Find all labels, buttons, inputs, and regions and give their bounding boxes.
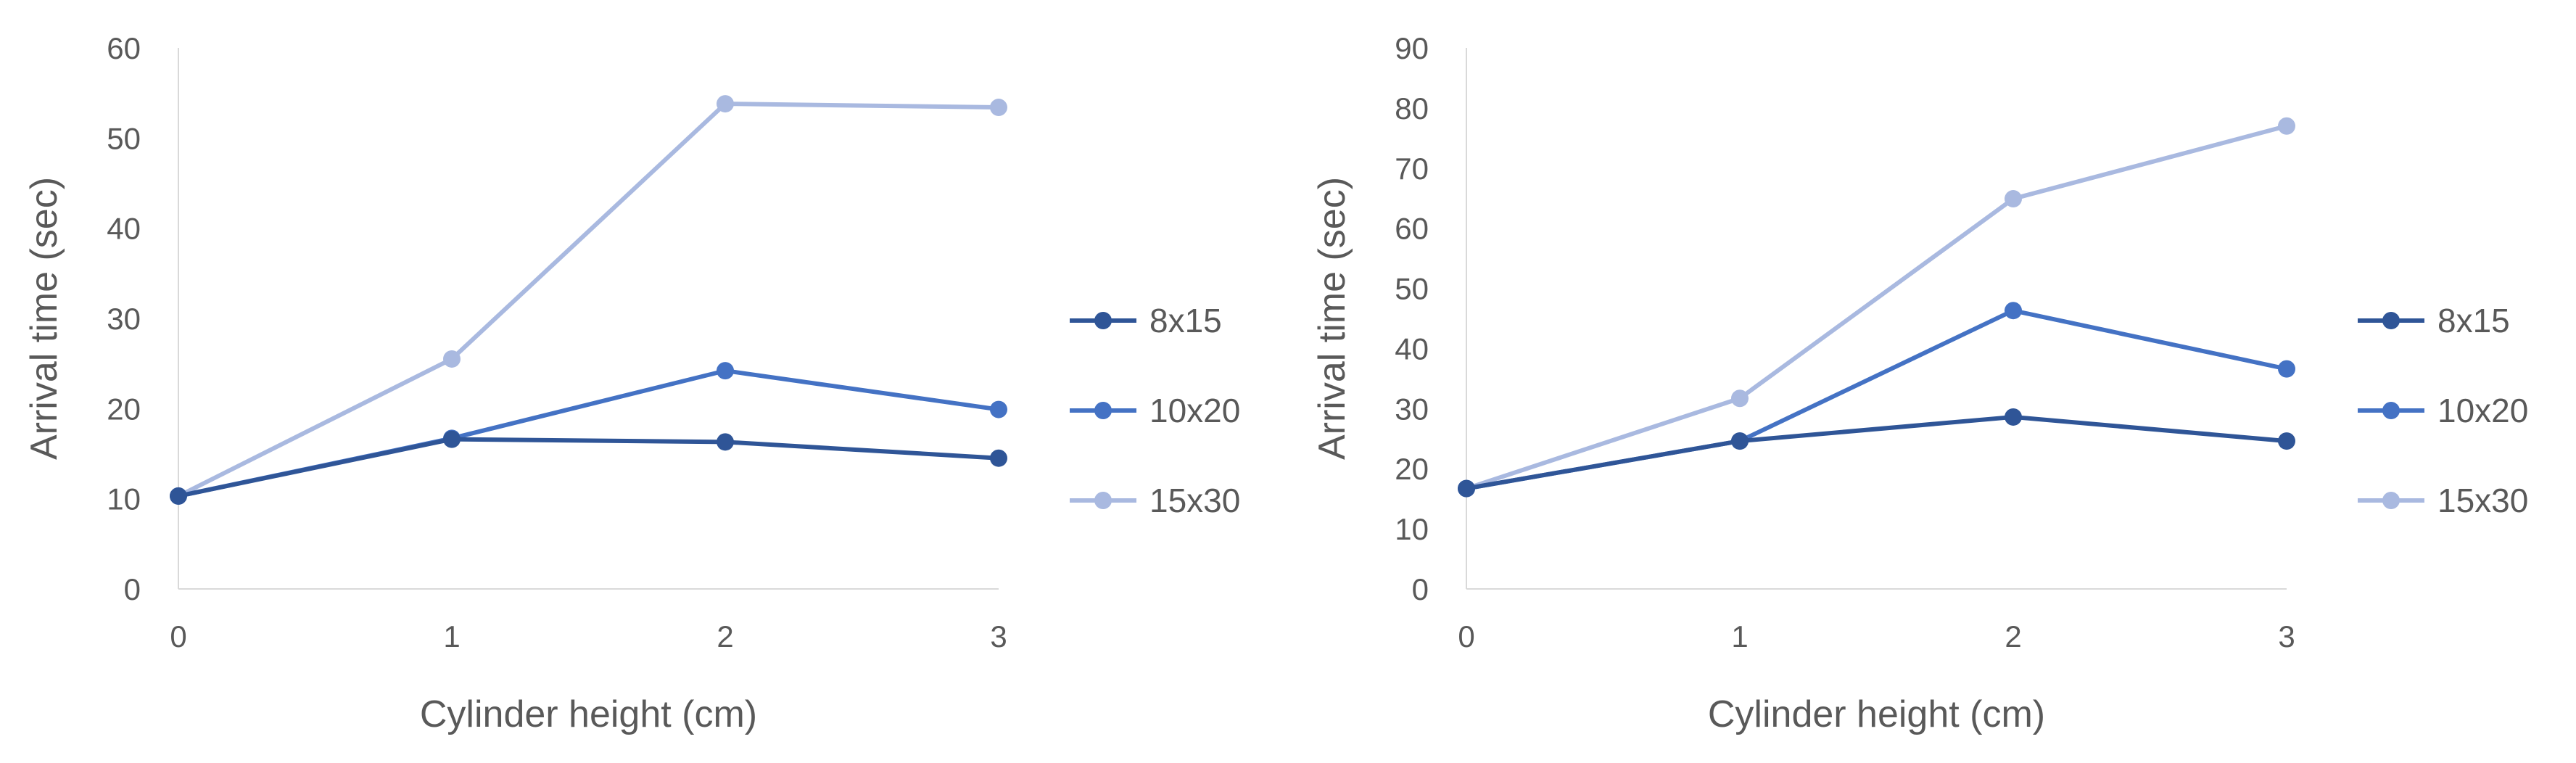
legend-label: 8x15 [1149,302,1222,339]
legend-swatch-marker [2382,492,2400,509]
y-tick-label: 20 [1395,452,1429,486]
y-tick-label: 40 [107,212,141,246]
y-tick-label: 0 [1412,572,1429,606]
series-line-8x15 [176,437,1001,498]
legend-label: 15x30 [1149,482,1240,519]
legend-label: 15x30 [2437,482,2528,519]
data-point-15x30 [443,350,461,368]
line-chart-right: 0 10 20 30 40 50 60 70 80 90 0 1 2 3 Cylinder height (… [1311,31,2528,735]
y-tick-label: 50 [1395,272,1429,306]
data-point-8x15 [443,430,461,448]
x-tick-label: 3 [2278,619,2295,653]
legend-label: 10x20 [1149,392,1240,429]
series-line-15x30 [176,102,1001,498]
y-tick-label: 60 [1395,212,1429,246]
legend-swatch-marker [1094,492,1112,509]
data-point-15x30 [1731,389,1749,408]
data-point-15x30 [2278,117,2295,135]
x-tick-label: 2 [2005,619,2021,653]
data-point-8x15 [170,487,187,505]
data-point-10x20 [2005,302,2022,320]
y-axis-title: Arrival time (sec) [1311,177,1353,460]
x-axis-title: Cylinder height (cm) [1708,693,2045,735]
data-point-10x20 [990,400,1007,418]
chart-panel-left: 0 10 20 30 40 50 60 0 1 2 3 Cylinder height (cm) Arr… [23,31,1240,735]
x-tick-label: 2 [717,619,733,653]
y-tick-label: 60 [107,31,141,65]
data-point-8x15 [1458,479,1475,498]
x-tick-label: 1 [1731,619,1748,653]
x-tick-label: 0 [170,619,186,653]
y-tick-label: 10 [1395,512,1429,546]
y-tick-label: 40 [1395,331,1429,366]
chart-panel-right: 0 10 20 30 40 50 60 70 80 90 0 1 2 3 Cylinder height (… [1288,0,2576,763]
y-tick-label: 30 [1395,392,1429,426]
data-point-15x30 [990,99,1007,117]
y-tick-label: 10 [107,482,141,516]
x-tick-label: 0 [1458,619,1474,653]
y-tick-label: 30 [107,302,141,336]
legend-swatch-marker [1094,312,1112,329]
legend-swatch-marker [1094,402,1112,419]
series-line-10x20 [1464,308,2289,491]
series-line-8x15 [1464,414,2289,491]
y-tick-label: 70 [1395,152,1429,186]
x-tick-label: 1 [443,619,460,653]
data-point-15x30 [2005,190,2022,208]
data-point-15x30 [717,95,734,113]
y-tick-label: 90 [1395,31,1429,65]
line-chart-left: 0 10 20 30 40 50 60 0 1 2 3 Cylinder height (cm) Arr… [23,31,1240,735]
series-line-15x30 [1464,123,2289,491]
x-axis-title: Cylinder height (cm) [420,693,757,735]
legend-swatch-marker [2382,312,2400,329]
data-point-8x15 [2005,408,2022,426]
data-point-10x20 [717,362,734,380]
legend-label: 10x20 [2437,392,2528,429]
data-point-8x15 [717,433,734,451]
data-point-8x15 [990,449,1007,467]
y-axis-title: Arrival time (sec) [23,177,65,460]
data-point-8x15 [2278,432,2295,450]
y-tick-label: 80 [1395,91,1429,125]
legend-label: 8x15 [2437,302,2510,339]
x-tick-label: 3 [990,619,1007,653]
data-point-8x15 [1731,432,1749,450]
y-tick-label: 0 [124,572,141,606]
data-point-10x20 [2278,360,2295,378]
y-tick-label: 20 [107,392,141,426]
y-tick-label: 50 [107,121,141,155]
legend-swatch-marker [2382,402,2400,419]
